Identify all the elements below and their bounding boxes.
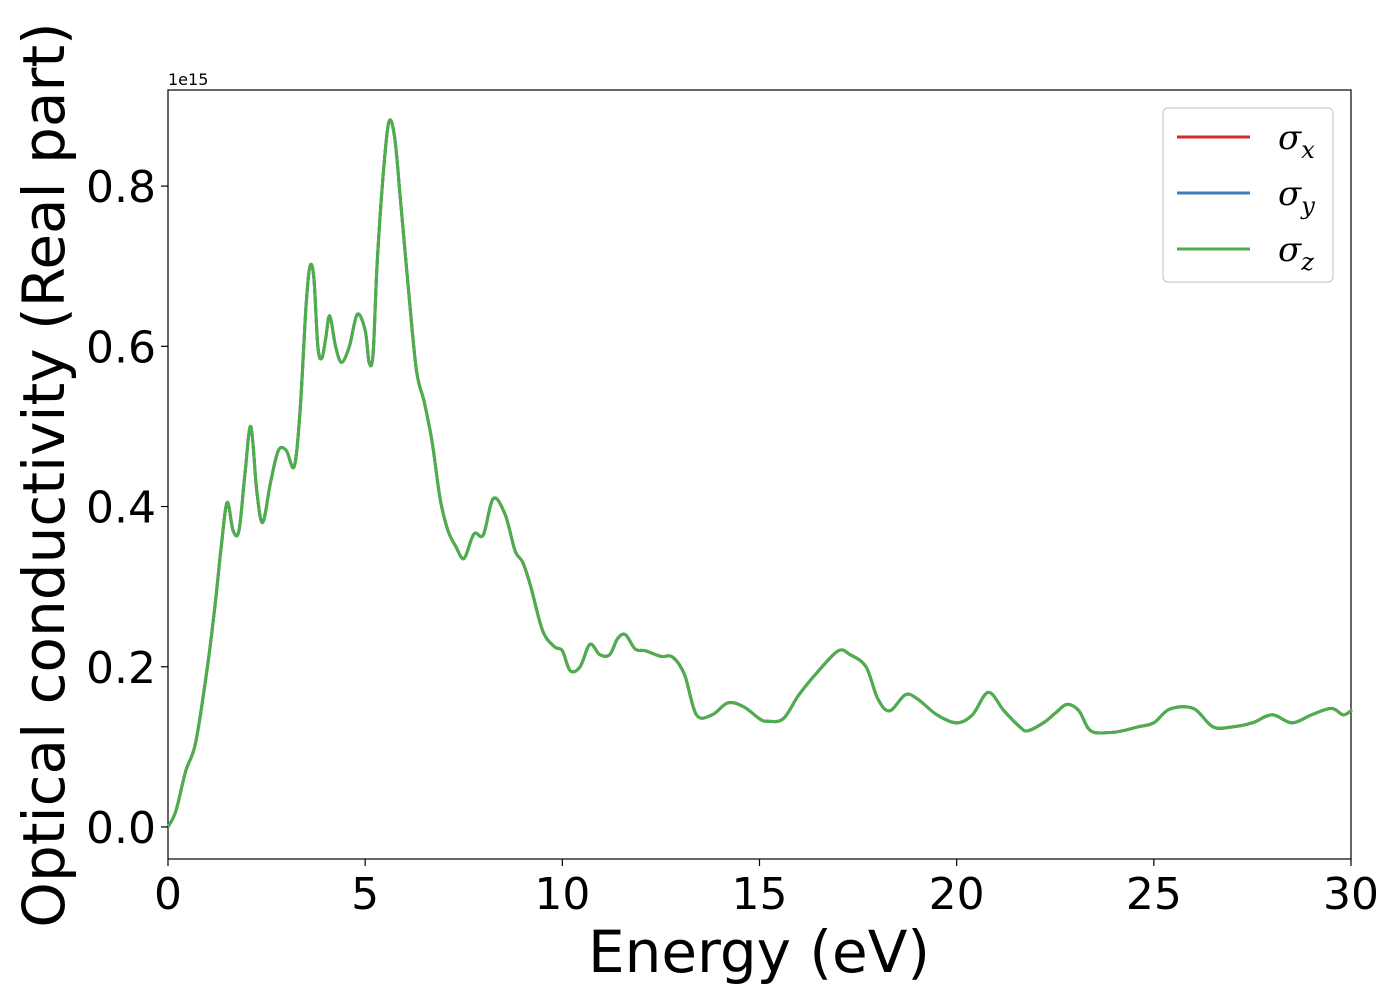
x-tick-label: 25 xyxy=(1126,869,1182,920)
legend-box xyxy=(1162,107,1334,283)
y-axis-title: Optical conductivity (Real part) xyxy=(10,22,78,927)
y-tick-label: 0.6 xyxy=(86,322,156,373)
x-tick-label: 20 xyxy=(929,869,985,920)
x-tick-label: 15 xyxy=(732,869,788,920)
x-tick-label: 10 xyxy=(534,869,590,920)
legend-label-x: σx xyxy=(1278,118,1315,164)
y-offset-label: 1e15 xyxy=(168,70,208,89)
x-tick-label: 30 xyxy=(1323,869,1379,920)
y-axis-ticks: 0.0 0.2 0.4 0.6 0.8 xyxy=(86,162,168,854)
y-tick-label: 0.4 xyxy=(86,483,156,534)
y-tick-label: 0.8 xyxy=(86,162,156,213)
series-lines xyxy=(166,118,1353,829)
x-axis-ticks: 0 5 10 15 20 25 30 xyxy=(154,859,1379,920)
y-tick-label: 0.0 xyxy=(86,803,156,854)
y-tick-label: 0.2 xyxy=(86,643,156,694)
x-axis-title: Energy (eV) xyxy=(588,918,930,986)
x-tick-label: 0 xyxy=(154,869,182,920)
legend-label-y: σy xyxy=(1278,174,1315,220)
x-tick-label: 5 xyxy=(351,869,379,920)
series-line-z xyxy=(166,118,1353,829)
